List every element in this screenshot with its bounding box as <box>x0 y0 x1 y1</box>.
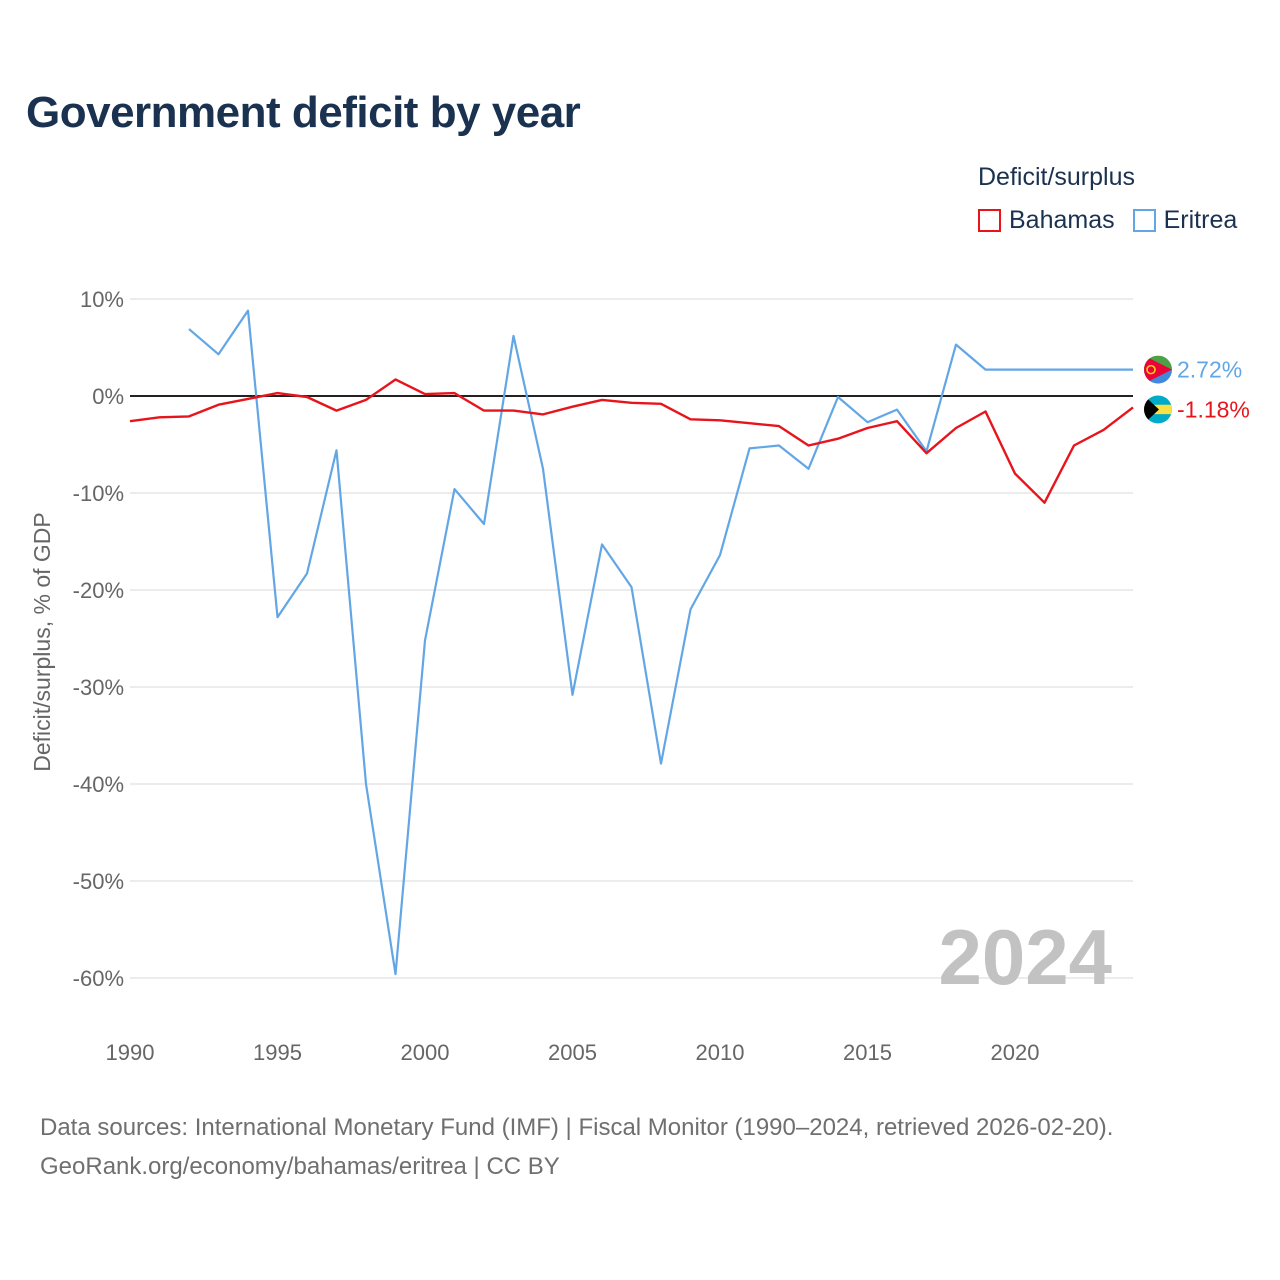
x-tick-label: 2000 <box>401 1040 450 1065</box>
y-tick-label: -10% <box>73 481 124 506</box>
sources-link-line[interactable]: GeoRank.org/economy/bahamas/eritrea | CC… <box>40 1153 560 1180</box>
line-chart: 10% 0% -10% -20% -30% -40% -50% -60% 1990 1995 20… <box>29 287 1250 1065</box>
x-tick-label: 1995 <box>253 1040 302 1065</box>
series-line-bahamas[interactable] <box>129 378 1134 504</box>
legend-item-bahamas[interactable]: Bahamas <box>978 206 1115 235</box>
data-sources: Data sources: International Monetary Fun… <box>40 1108 1113 1186</box>
end-markers: 2.72% -1.18% <box>1144 355 1250 424</box>
grid-lines <box>130 298 1133 979</box>
bahamas-flag-icon <box>1144 395 1172 424</box>
y-tick-label: -20% <box>73 578 124 603</box>
legend-swatch-eritrea <box>1132 209 1156 232</box>
x-tick-label: 2005 <box>548 1040 597 1065</box>
end-label-bahamas: -1.18% <box>1177 396 1250 422</box>
series-lines <box>129 309 1134 976</box>
year-label: 2024 <box>938 913 1112 1001</box>
legend-label-eritrea: Eritrea <box>1163 206 1238 234</box>
y-tick-label: 10% <box>80 287 124 312</box>
y-axis-ticks: 10% 0% -10% -20% -30% -40% -50% -60% <box>73 287 124 991</box>
x-tick-label: 1990 <box>106 1040 155 1065</box>
legend-swatch-bahamas <box>978 209 1001 232</box>
end-label-eritrea: 2.72% <box>1177 357 1242 383</box>
x-tick-label: 2015 <box>843 1040 892 1065</box>
legend-title: Deficit/surplus <box>978 163 1135 191</box>
y-tick-label: -40% <box>73 772 124 797</box>
legend-label-bahamas: Bahamas <box>1009 206 1115 234</box>
x-tick-label: 2010 <box>696 1040 745 1065</box>
series-line-eritrea[interactable] <box>188 309 1133 976</box>
y-tick-label: -30% <box>73 675 124 700</box>
y-tick-label: -60% <box>73 966 124 991</box>
y-axis-title: Deficit/surplus, % of GDP <box>29 512 55 771</box>
sources-line: Data sources: International Monetary Fun… <box>40 1114 1114 1141</box>
x-tick-label: 2020 <box>991 1040 1040 1065</box>
legend: Bahamas Eritrea <box>978 206 1255 235</box>
page-title: Government deficit by year <box>26 88 581 137</box>
y-tick-label: 0% <box>92 384 124 409</box>
x-axis-ticks: 1990 1995 2000 2005 2010 2015 2020 <box>106 1040 1040 1065</box>
legend-item-eritrea[interactable]: Eritrea <box>1132 206 1238 235</box>
y-tick-label: -50% <box>73 869 124 894</box>
eritrea-flag-icon <box>1144 355 1172 384</box>
